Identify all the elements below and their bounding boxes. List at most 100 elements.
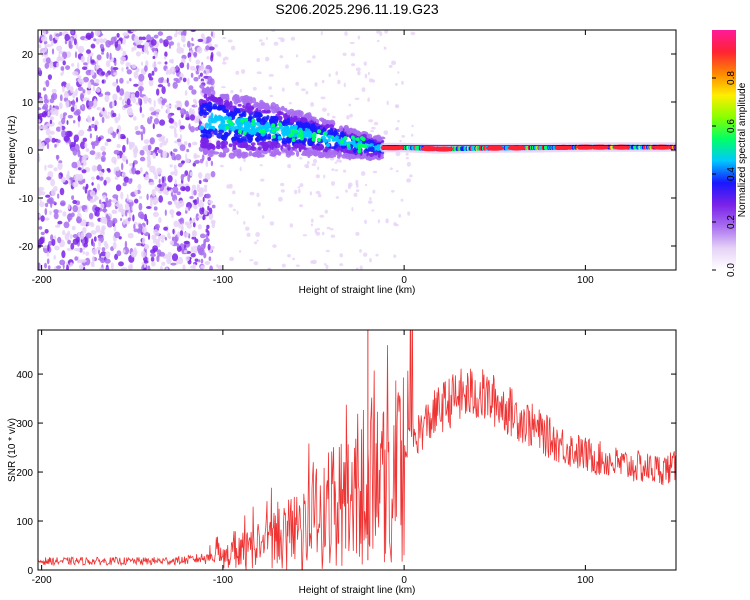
ridge-blob [201,87,208,94]
noise-blob [121,135,126,139]
noise-blob [58,102,63,110]
noise-blob [149,137,155,145]
noise-blob [315,190,321,195]
noise-blob [123,104,129,109]
colorbar-tick-label: 0.2 [726,215,737,229]
noise-blob [411,124,414,128]
noise-blob [170,262,177,266]
noise-blob [71,161,78,169]
y-tick-label: 0 [27,146,33,157]
noise-blob [187,206,191,211]
x-tick-label: -100 [213,275,233,286]
noise-blob [44,208,48,216]
ridge-blob [274,103,280,111]
noise-blob [139,88,142,96]
noise-blob [44,262,47,269]
noise-blob [364,219,367,224]
noise-blob [187,77,190,86]
noise-blob [102,195,107,200]
noise-blob [46,258,50,265]
noise-blob [143,173,146,177]
noise-blob [55,224,60,228]
noise-blob [163,226,169,231]
noise-blob [149,116,153,120]
noise-blob [108,199,112,203]
noise-blob [43,30,46,37]
noise-blob [58,56,65,62]
noise-blob [203,209,208,215]
noise-blob [184,109,187,115]
noise-blob [46,176,52,181]
noise-blob [208,212,214,220]
noise-blob [388,64,393,68]
noise-blob [166,35,173,41]
noise-blob [145,60,149,67]
noise-blob [209,265,213,270]
ridge-blob [334,135,340,140]
noise-blob [199,233,206,239]
ridge-blob [212,151,220,155]
noise-blob [149,98,152,105]
ridge-blob [207,117,214,124]
noise-blob [61,250,66,259]
noise-blob [118,113,121,121]
noise-blob [85,32,92,40]
noise-blob [91,248,98,255]
noise-blob [287,254,291,258]
noise-blob [43,94,48,101]
noise-blob [129,78,132,82]
noise-blob [391,190,395,193]
ridge-highlight [271,123,276,128]
noise-blob [138,73,145,82]
noise-blob [163,39,169,47]
noise-blob [223,56,229,61]
noise-blob [143,45,149,54]
noise-blob [198,201,205,209]
noise-blob [70,242,75,250]
noise-blob [112,217,118,224]
noise-blob [167,232,171,239]
ridge-blob [301,124,307,129]
noise-blob [43,99,49,104]
noise-blob [44,44,47,53]
noise-blob [44,164,47,171]
ridge-blob [307,115,311,122]
snr-axes: -200 -100 0 100 0 100 200 300 400 [16,330,676,586]
noise-blob [401,80,404,85]
noise-blob [179,62,185,69]
ridge-blob [223,115,228,121]
noise-blob [188,85,194,91]
noise-blob [110,246,115,252]
noise-blob [139,149,145,156]
noise-blob [112,93,118,102]
ridge-highlight [291,138,296,142]
noise-blob [61,81,67,88]
noise-blob [77,160,81,166]
colorbar-tick-label: 0.6 [726,119,737,133]
noise-blob [103,179,107,186]
noise-blob [71,63,75,67]
noise-blob [126,80,130,84]
noise-blob [86,49,91,54]
noise-blob [123,176,130,183]
noise-blob [125,62,131,67]
noise-blob [111,156,117,164]
noise-blob [172,186,179,194]
noise-blob [63,221,70,229]
noise-blob [82,66,88,70]
noise-blob [150,199,153,208]
noise-blob [126,193,129,202]
noise-blob [385,218,389,224]
noise-blob [38,119,41,123]
noise-blob [174,179,177,186]
noise-blob [160,105,163,109]
noise-blob [72,71,79,76]
ridge-blob [208,107,212,113]
noise-blob [288,102,292,105]
noise-blob [347,184,352,190]
noise-blob [167,175,173,183]
ridge-blob [329,127,334,135]
noise-blob [295,81,300,86]
noise-blob [91,182,94,186]
ridge-blob [207,101,213,109]
